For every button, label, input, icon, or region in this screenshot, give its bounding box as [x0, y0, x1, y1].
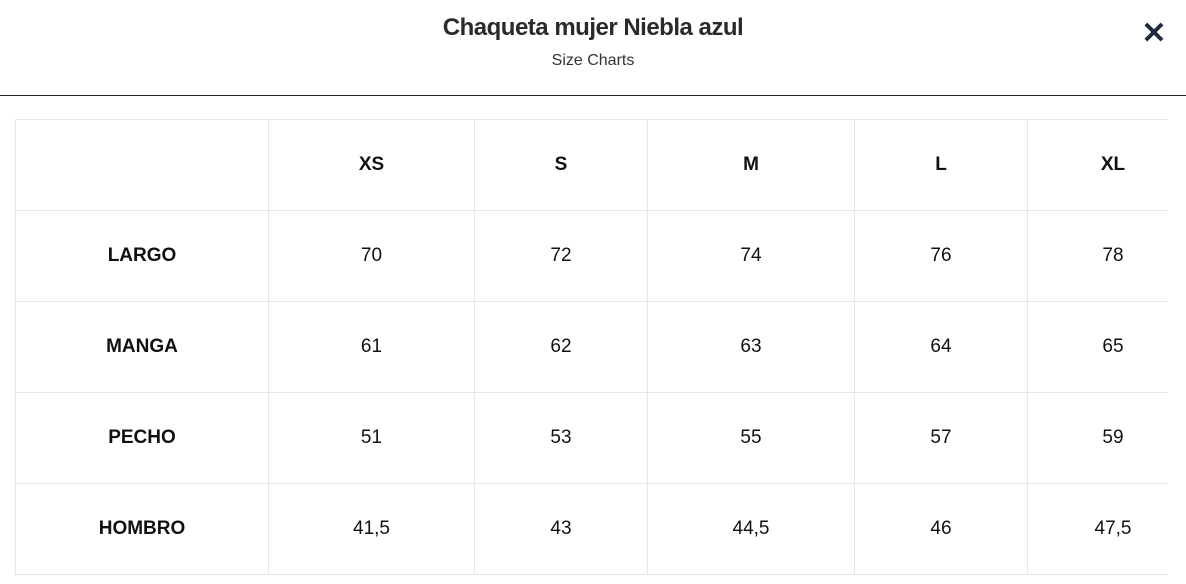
cell: 59 [1027, 392, 1168, 484]
cell: 44,5 [647, 483, 855, 575]
cell: 76 [854, 210, 1028, 302]
cell: 65 [1027, 301, 1168, 393]
table-row: HOMBRO 41,5 43 44,5 46 47,5 [15, 483, 1168, 575]
close-button[interactable]: ✕ [1138, 14, 1170, 52]
divider [0, 95, 1186, 96]
column-header: S [474, 119, 648, 211]
table-row: LARGO 70 72 74 76 78 [15, 210, 1168, 302]
column-header: XL [1027, 119, 1168, 211]
table-row: PECHO 51 53 55 57 59 [15, 392, 1168, 484]
corner-cell [15, 119, 269, 211]
subtitle: Size Charts [551, 52, 635, 69]
row-label: LARGO [15, 210, 269, 302]
cell: 64 [854, 301, 1028, 393]
row-label: HOMBRO [15, 483, 269, 575]
cell: 41,5 [268, 483, 475, 575]
cell: 74 [647, 210, 855, 302]
cell: 57 [854, 392, 1028, 484]
cell: 62 [474, 301, 648, 393]
cell: 51 [268, 392, 475, 484]
row-label: PECHO [15, 392, 269, 484]
table-container: XS S M L XL LARGO 70 72 74 76 78 MANGA 61 62 63 64 65 PE… [15, 119, 1168, 579]
table-row: MANGA 61 62 63 64 65 [15, 301, 1168, 393]
cell: 46 [854, 483, 1028, 575]
column-header: M [647, 119, 855, 211]
header-row: XS S M L XL [15, 119, 1168, 211]
cell: 53 [474, 392, 648, 484]
cell: 61 [268, 301, 475, 393]
cell: 72 [474, 210, 648, 302]
cell: 47,5 [1027, 483, 1168, 575]
cell: 63 [647, 301, 855, 393]
column-header: L [854, 119, 1028, 211]
row-label: MANGA [15, 301, 269, 393]
size-table: XS S M L XL LARGO 70 72 74 76 78 MANGA 61 62 63 64 65 PE… [15, 119, 1168, 575]
cell: 43 [474, 483, 648, 575]
column-header: XS [268, 119, 475, 211]
cell: 55 [647, 392, 855, 484]
cell: 78 [1027, 210, 1168, 302]
cell: 70 [268, 210, 475, 302]
title: Chaqueta mujer Niebla azul [442, 14, 744, 41]
